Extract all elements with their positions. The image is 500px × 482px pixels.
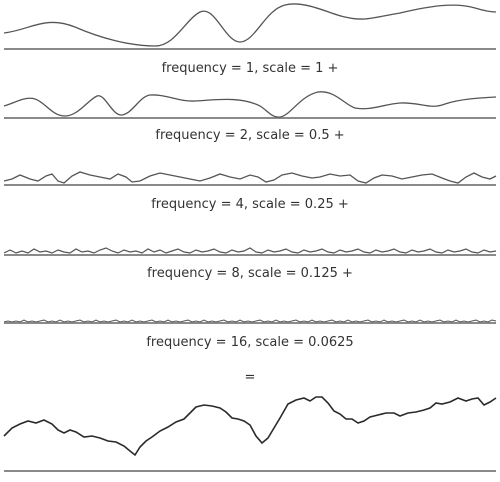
equals-sign: = [244, 370, 256, 385]
curve-octave-frequency-3 [3, 171, 497, 184]
octave-row-4 [3, 247, 497, 256]
caption-frequency-1: frequency = 1, scale = 1 + [161, 61, 339, 76]
octave-row-1 [3, 3, 497, 50]
octave-row-3 [3, 171, 497, 186]
curve-octave-frequency-5 [3, 319, 497, 323]
caption-frequency-4: frequency = 4, scale = 0.25 + [151, 197, 349, 212]
caption-frequency-16: frequency = 16, scale = 0.0625 [146, 335, 354, 350]
curve-octave-frequency-2 [3, 91, 497, 118]
octave-row-5 [3, 319, 497, 324]
octave-row-2 [3, 91, 497, 119]
curve-octave-frequency-4 [3, 247, 497, 254]
sum-row [3, 396, 497, 472]
caption-frequency-2: frequency = 2, scale = 0.5 + [155, 128, 345, 143]
curve-octave-frequency-1 [3, 3, 497, 47]
caption-frequency-8: frequency = 8, scale = 0.125 + [147, 266, 353, 281]
curve-sum [3, 396, 497, 457]
